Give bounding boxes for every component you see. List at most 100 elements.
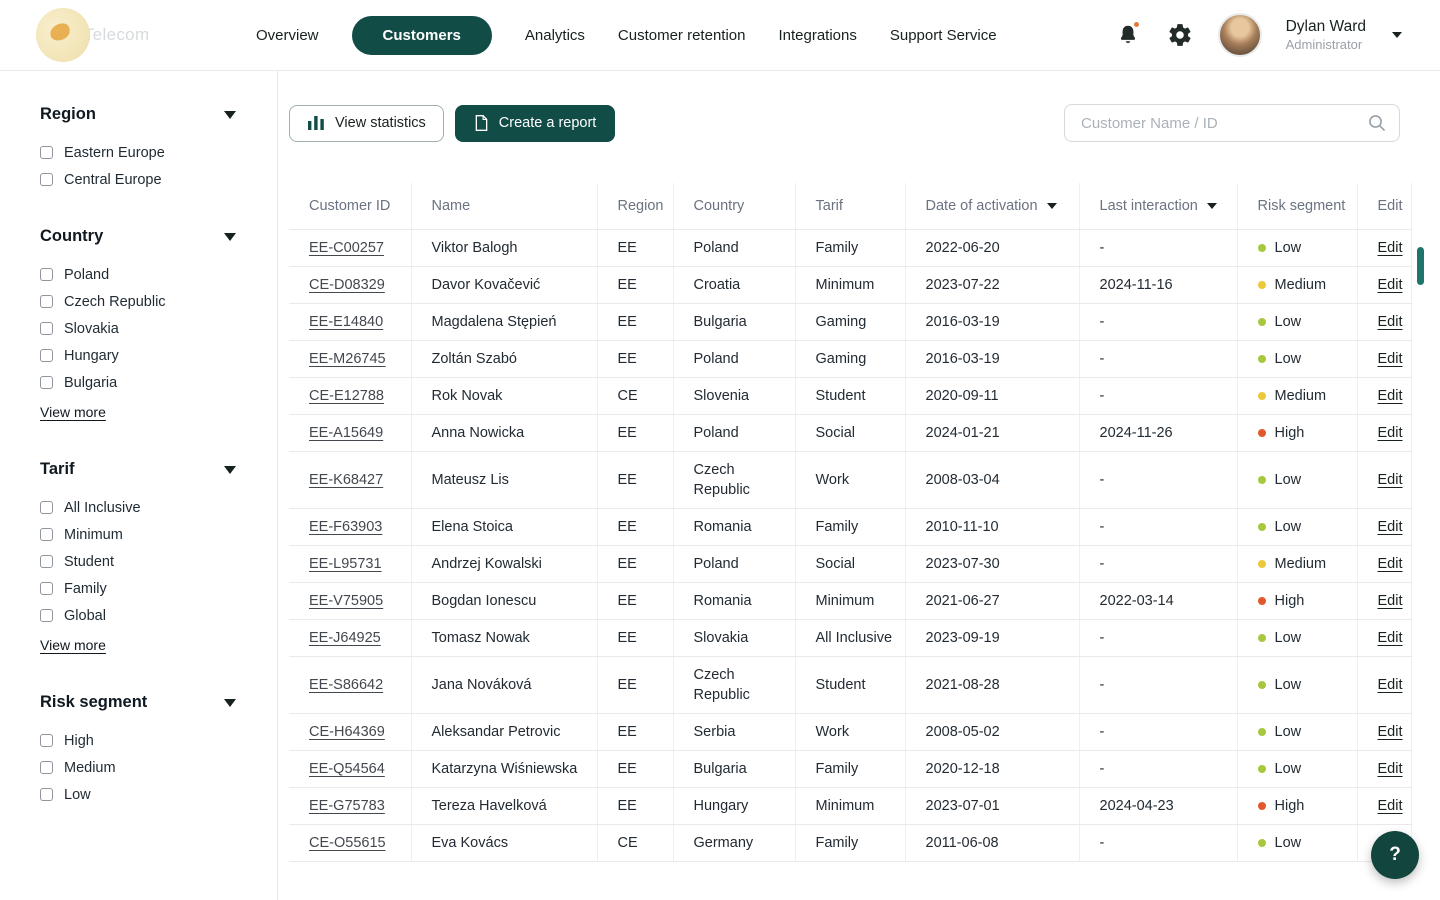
checkbox[interactable] (40, 501, 53, 514)
filter-option-poland[interactable]: Poland (40, 265, 277, 284)
settings-button[interactable] (1166, 21, 1194, 49)
cell-country: Poland (672, 414, 795, 452)
filter-option-slovakia[interactable]: Slovakia (40, 319, 277, 338)
customer-id-link[interactable]: EE-L95731 (309, 555, 382, 572)
checkbox[interactable] (40, 761, 53, 774)
edit-link[interactable]: Edit (1377, 676, 1403, 693)
customer-id-link[interactable]: EE-V75905 (309, 592, 384, 609)
filter-option-family[interactable]: Family (40, 579, 277, 598)
nav-customer-retention[interactable]: Customer retention (618, 19, 746, 52)
view-statistics-button[interactable]: View statistics (289, 104, 444, 142)
sort-icon[interactable] (1206, 202, 1217, 209)
customer-id-link[interactable]: EE-S86642 (309, 676, 384, 693)
nav-integrations[interactable]: Integrations (778, 19, 856, 52)
search-icon[interactable] (1367, 113, 1387, 133)
filter-group-region: Region Eastern Europe Central Europe (40, 105, 277, 189)
customer-id-link[interactable]: CE-E12788 (309, 387, 384, 404)
cell-edit: Edit (1356, 229, 1412, 267)
risk-indicator: Low (1257, 312, 1349, 332)
customer-id-link[interactable]: EE-E14840 (309, 313, 384, 330)
filter-option-medium[interactable]: Medium (40, 758, 277, 777)
edit-link[interactable]: Edit (1377, 239, 1403, 256)
edit-link[interactable]: Edit (1377, 424, 1403, 441)
column-header-last-interaction: Last interaction (1078, 183, 1237, 230)
filter-option-high[interactable]: High (40, 731, 277, 750)
edit-link[interactable]: Edit (1377, 760, 1403, 777)
chevron-down-icon[interactable] (1392, 32, 1402, 38)
customer-id-link[interactable]: EE-G75783 (309, 797, 385, 814)
checkbox[interactable] (40, 788, 53, 801)
checkbox[interactable] (40, 173, 53, 186)
checkbox[interactable] (40, 528, 53, 541)
filter-option-bulgaria[interactable]: Bulgaria (40, 373, 277, 392)
edit-link[interactable]: Edit (1377, 555, 1403, 572)
column-header-inner: Risk segment (1258, 198, 1351, 214)
filter-option-all-inclusive[interactable]: All Inclusive (40, 498, 277, 517)
filter-option-global[interactable]: Global (40, 606, 277, 625)
chevron-down-icon (224, 698, 236, 707)
view-more-link[interactable]: View more (40, 637, 106, 653)
filter-option-minimum[interactable]: Minimum (40, 525, 277, 544)
edit-link[interactable]: Edit (1377, 723, 1403, 740)
checkbox[interactable] (40, 322, 53, 335)
cell-risk-segment: Low (1236, 340, 1357, 378)
edit-link[interactable]: Edit (1377, 592, 1403, 609)
filter-option-eastern-europe[interactable]: Eastern Europe (40, 143, 277, 162)
customer-id-link[interactable]: EE-Q54564 (309, 760, 385, 777)
filter-option-low[interactable]: Low (40, 785, 277, 804)
edit-link[interactable]: Edit (1377, 387, 1403, 404)
view-more-link[interactable]: View more (40, 404, 106, 420)
search-input[interactable] (1079, 113, 1367, 133)
edit-link[interactable]: Edit (1377, 350, 1403, 367)
checkbox[interactable] (40, 582, 53, 595)
edit-link[interactable]: Edit (1377, 471, 1403, 488)
cell-country: Romania (672, 508, 795, 546)
checkbox[interactable] (40, 555, 53, 568)
checkbox[interactable] (40, 609, 53, 622)
nav-customers[interactable]: Customers (351, 15, 492, 55)
checkbox[interactable] (40, 376, 53, 389)
filter-option-student[interactable]: Student (40, 552, 277, 571)
filter-group-toggle-risk-segment[interactable]: Risk segment (40, 693, 236, 712)
checkbox[interactable] (40, 295, 53, 308)
customer-id-link[interactable]: EE-M26745 (309, 350, 386, 367)
nav-analytics[interactable]: Analytics (525, 19, 585, 52)
customer-id-link[interactable]: EE-F63903 (309, 518, 383, 535)
checkbox[interactable] (40, 146, 53, 159)
filter-group-toggle-tarif[interactable]: Tarif (40, 460, 236, 479)
filter-group-toggle-country[interactable]: Country (40, 227, 236, 246)
checkbox[interactable] (40, 349, 53, 362)
filter-option-central-europe[interactable]: Central Europe (40, 170, 277, 189)
edit-link[interactable]: Edit (1377, 629, 1403, 646)
checkbox[interactable] (40, 268, 53, 281)
cell-name: Aleksandar Petrovic (410, 713, 597, 751)
customer-id-link[interactable]: EE-A15649 (309, 424, 384, 441)
cell-customer-id: CE-O55615 (289, 824, 411, 862)
customer-id-link[interactable]: EE-C00257 (309, 239, 384, 256)
edit-link[interactable]: Edit (1377, 797, 1403, 814)
avatar[interactable] (1217, 13, 1262, 57)
filter-option-hungary[interactable]: Hungary (40, 346, 277, 365)
risk-indicator: Medium (1257, 386, 1349, 406)
edit-link[interactable]: Edit (1377, 276, 1403, 293)
table-scrollbar[interactable] (1417, 247, 1424, 285)
table-row: CE-E12788 Rok Novak CE Slovenia Student 2020-… (289, 377, 1412, 415)
customer-id-link[interactable]: EE-J64925 (309, 629, 381, 646)
filter-option-czech-republic[interactable]: Czech Republic (40, 292, 277, 311)
customer-id-link[interactable]: CE-H64369 (309, 723, 385, 740)
edit-link[interactable]: Edit (1377, 313, 1403, 330)
create-report-button[interactable]: Create a report (454, 104, 616, 142)
cell-risk-segment: Low (1236, 824, 1357, 862)
notifications-button[interactable] (1114, 20, 1142, 49)
cell-activation-date: 2023-07-01 (904, 787, 1079, 825)
help-button[interactable]: ? (1371, 831, 1419, 879)
checkbox[interactable] (40, 734, 53, 747)
sort-icon[interactable] (1046, 202, 1057, 209)
customer-id-link[interactable]: CE-O55615 (309, 834, 386, 851)
nav-overview[interactable]: Overview (256, 19, 319, 52)
filter-group-toggle-region[interactable]: Region (40, 105, 236, 124)
edit-link[interactable]: Edit (1377, 518, 1403, 535)
customer-id-link[interactable]: CE-D08329 (309, 276, 385, 293)
nav-support-service[interactable]: Support Service (890, 19, 997, 52)
customer-id-link[interactable]: EE-K68427 (309, 471, 384, 488)
